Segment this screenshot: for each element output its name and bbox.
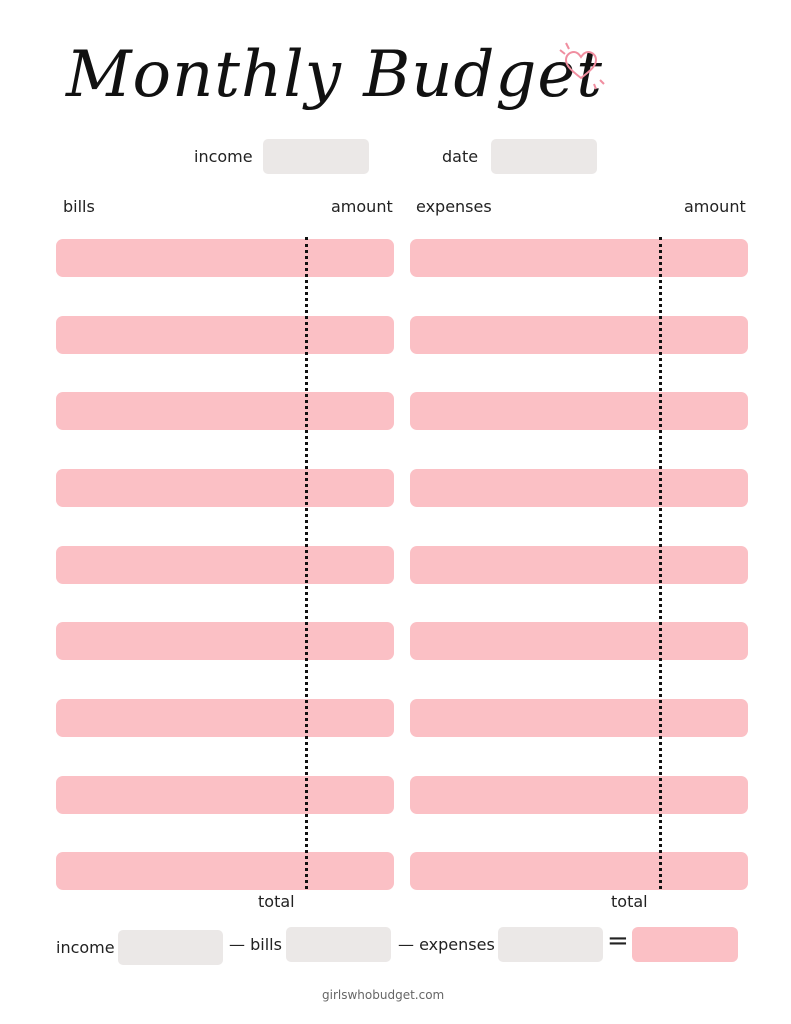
- expenses-amount-divider: [659, 237, 662, 889]
- summary-bills-label: — bills: [229, 935, 282, 954]
- income-label: income: [194, 147, 253, 166]
- income-field[interactable]: [263, 139, 369, 174]
- heart-icon: [559, 42, 605, 90]
- page-title: Monthly Budget: [66, 38, 603, 112]
- bills-amount-divider: [305, 237, 308, 889]
- expenses-header: expenses: [416, 197, 492, 216]
- bill-row[interactable]: [56, 239, 394, 277]
- bill-row[interactable]: [56, 392, 394, 430]
- expense-row[interactable]: [410, 239, 748, 277]
- expense-row[interactable]: [410, 316, 748, 354]
- expense-row[interactable]: [410, 392, 748, 430]
- summary-bills-field[interactable]: [286, 927, 391, 962]
- expense-row[interactable]: [410, 776, 748, 814]
- bill-row[interactable]: [56, 776, 394, 814]
- expense-row[interactable]: [410, 699, 748, 737]
- summary-expenses-label: — expenses: [398, 935, 495, 954]
- expense-row[interactable]: [410, 852, 748, 890]
- bills-amount-header: amount: [331, 197, 393, 216]
- summary-result-field[interactable]: [632, 927, 738, 962]
- date-field[interactable]: [491, 139, 597, 174]
- expense-row[interactable]: [410, 622, 748, 660]
- date-label: date: [442, 147, 479, 166]
- equals-sign: =: [607, 926, 629, 956]
- summary-expenses-field[interactable]: [498, 927, 603, 962]
- expense-row[interactable]: [410, 469, 748, 507]
- expense-row[interactable]: [410, 546, 748, 584]
- bills-header: bills: [63, 197, 95, 216]
- summary-income-field[interactable]: [118, 930, 223, 965]
- bills-total-label: total: [258, 892, 295, 911]
- bill-row[interactable]: [56, 316, 394, 354]
- bill-row[interactable]: [56, 699, 394, 737]
- bill-row[interactable]: [56, 622, 394, 660]
- bill-row[interactable]: [56, 852, 394, 890]
- footer-website: girlswhobudget.com: [322, 988, 445, 1002]
- summary-income-label: income: [56, 938, 115, 957]
- expenses-amount-header: amount: [684, 197, 746, 216]
- bill-row[interactable]: [56, 469, 394, 507]
- expenses-total-label: total: [611, 892, 648, 911]
- bill-row[interactable]: [56, 546, 394, 584]
